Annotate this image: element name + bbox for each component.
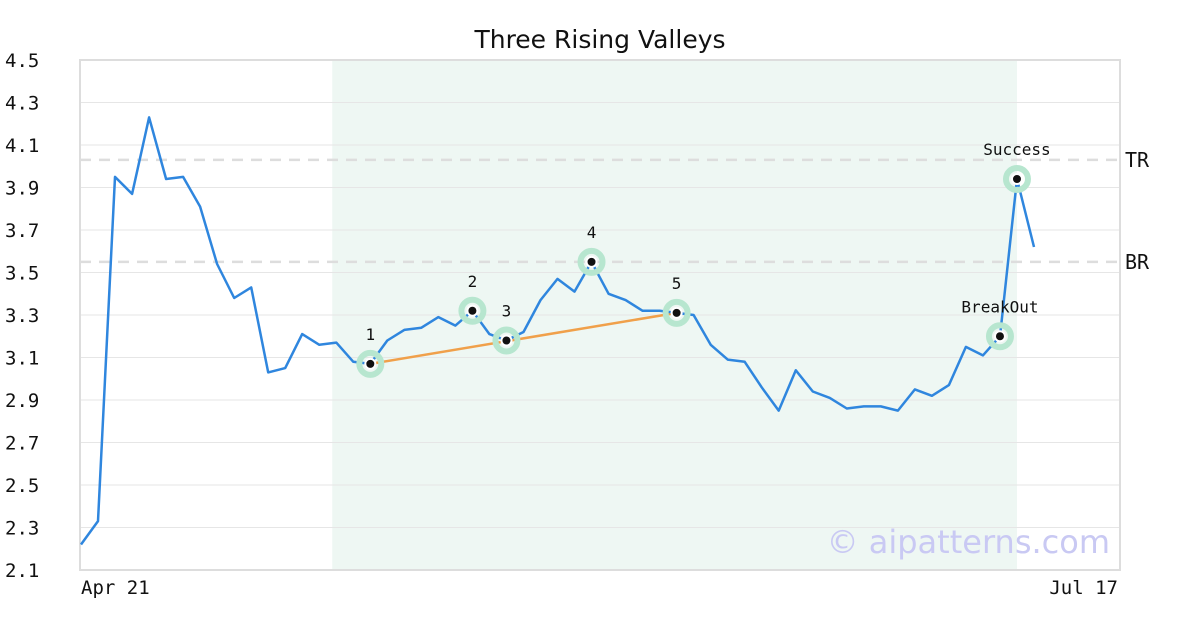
marker-ring [577, 247, 606, 276]
marker-dot [1010, 173, 1023, 185]
y-tick-label: 3.9 [5, 178, 39, 200]
series-line [79, 116, 1036, 546]
y-tick-label: 2.7 [5, 433, 39, 455]
annotation-label: 1 [365, 325, 375, 344]
y-axis-ticks: 4.5 4.3 4.1 3.9 3.7 3.5 3.3 3.1 2.9 2.7 2.5 2.3 2.1 [5, 50, 39, 582]
y-tick-label: 2.9 [5, 390, 39, 412]
marker-dot [993, 330, 1006, 343]
y-tick-label: 3.5 [5, 263, 39, 285]
marker-ring [985, 322, 1014, 351]
y-tick-label: 3.1 [5, 348, 39, 370]
plot-frame [79, 59, 1121, 571]
marker-ring [662, 298, 691, 327]
annotation-label: BreakOut [961, 297, 1038, 316]
marker-dot [585, 255, 598, 268]
annotation-label: 5 [672, 274, 682, 293]
level-label-br: BR [1125, 250, 1150, 274]
marker-ring [1002, 165, 1031, 193]
annotation-label: 2 [468, 272, 478, 291]
marker-dot [670, 306, 683, 319]
x-tick-label: Apr 21 [81, 577, 150, 599]
x-axis-ticks: Apr 21 Jul 17 [81, 577, 1118, 599]
y-tick-label: 2.1 [5, 560, 39, 582]
marker-dot [500, 334, 513, 347]
marker-dot [364, 357, 377, 370]
marker-ring [356, 349, 385, 378]
marker-ring [458, 296, 487, 325]
y-tick-label: 3.3 [5, 305, 39, 327]
marker-dot [466, 304, 479, 317]
grid [80, 59, 1120, 571]
watermark: © aipatterns.com [827, 523, 1110, 561]
marker-ring [492, 326, 521, 355]
y-tick-label: 2.5 [5, 475, 39, 497]
annotation-label: 4 [587, 223, 597, 242]
annotation-label: 3 [502, 302, 512, 321]
y-tick-label: 4.3 [5, 93, 39, 115]
markers: 1 2 3 4 5 BreakOut Success [356, 140, 1051, 378]
level-label-tr: TR [1125, 148, 1150, 172]
y-tick-label: 3.7 [5, 220, 39, 242]
y-tick-label: 4.5 [5, 50, 39, 72]
trend-line [370, 311, 677, 366]
x-tick-label: Jul 17 [1049, 577, 1118, 599]
chart-title: Three Rising Valleys [473, 25, 725, 54]
annotation-label: Success [983, 140, 1050, 159]
y-tick-label: 4.1 [5, 135, 39, 157]
y-tick-label: 2.3 [5, 518, 39, 540]
